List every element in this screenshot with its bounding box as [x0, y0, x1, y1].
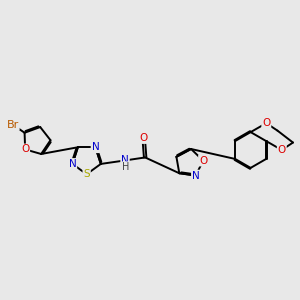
- Text: N: N: [92, 142, 99, 152]
- Text: N: N: [121, 155, 129, 165]
- Text: H: H: [122, 162, 129, 172]
- Text: N: N: [192, 171, 200, 181]
- Text: O: O: [21, 144, 29, 154]
- Text: Br: Br: [7, 120, 19, 130]
- Text: S: S: [83, 169, 90, 179]
- Text: O: O: [140, 133, 148, 143]
- Text: O: O: [278, 145, 286, 155]
- Text: N: N: [69, 159, 76, 169]
- Text: O: O: [262, 118, 270, 128]
- Text: O: O: [199, 156, 207, 166]
